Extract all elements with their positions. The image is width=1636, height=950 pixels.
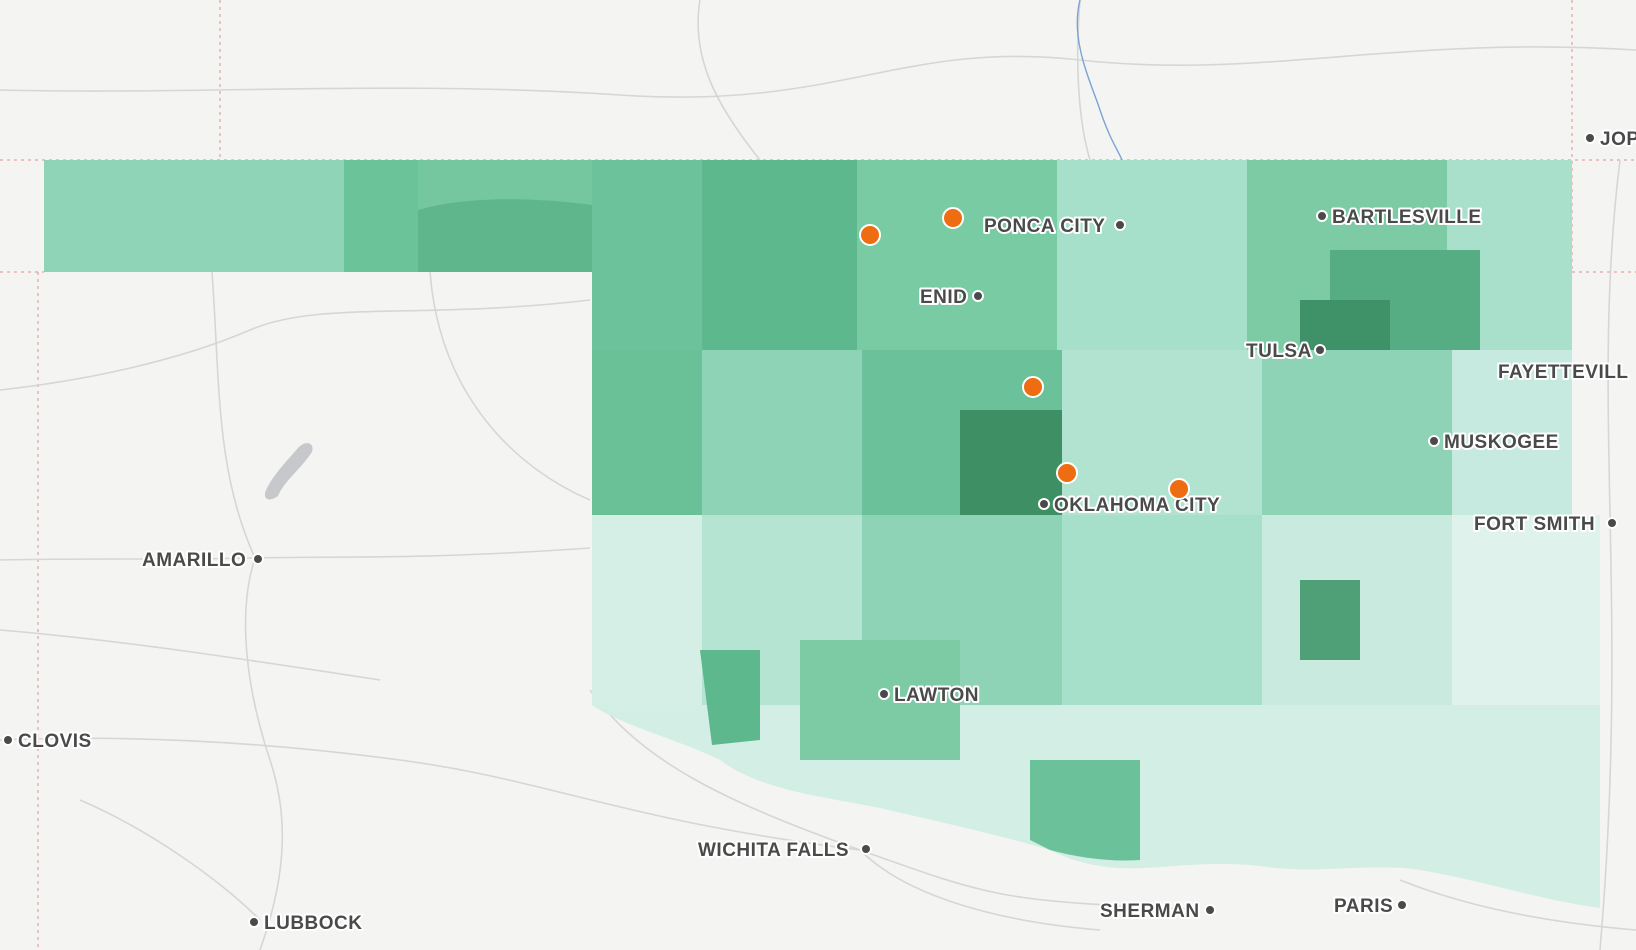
city-dot-clovis: [2, 734, 14, 746]
region-nw-3[interactable]: [857, 160, 1057, 350]
city-dot-muskogee: [1428, 435, 1440, 447]
city-label-paris: PARIS: [1334, 896, 1393, 917]
oklahoma-choropleth[interactable]: [44, 160, 1600, 908]
city-label-tulsa: TULSA: [1246, 341, 1312, 362]
city-labels: PONCA CITY BARTLESVILLE ENID TULSA FAYET…: [2, 127, 1636, 936]
map-marker[interactable]: [859, 224, 881, 246]
city-dot-lawton: [878, 688, 890, 700]
region-sw-dark[interactable]: [700, 650, 760, 745]
city-label-sherman: SHERMAN: [1100, 901, 1200, 922]
region-c-5[interactable]: [1452, 350, 1572, 515]
city-label-lubbock: LUBBOCK: [264, 913, 363, 934]
city-label-joplin: JOP: [1600, 129, 1636, 150]
region-c-4[interactable]: [1262, 350, 1452, 515]
region-c-1[interactable]: [702, 350, 862, 515]
region-lawton-area[interactable]: [800, 640, 960, 760]
map-marker[interactable]: [1022, 376, 1044, 398]
city-dot-sherman: [1204, 904, 1216, 916]
region-w-central[interactable]: [592, 350, 702, 515]
city-dot-enid: [972, 290, 984, 302]
city-label-muskogee: MUSKOGEE: [1444, 432, 1559, 453]
city-dot-amarillo: [252, 553, 264, 565]
city-label-lawton: LAWTON: [894, 685, 979, 706]
region-nw-1[interactable]: [592, 160, 702, 350]
city-dot-wichita-falls: [860, 843, 872, 855]
city-label-oklahoma-city: OKLAHOMA CITY: [1054, 495, 1220, 516]
city-label-fort-smith: FORT SMITH: [1474, 514, 1595, 535]
city-label-clovis: CLOVIS: [18, 731, 92, 752]
region-se-2[interactable]: [1452, 515, 1600, 705]
map-marker[interactable]: [1168, 478, 1190, 500]
region-se-dark[interactable]: [1300, 580, 1360, 660]
map-marker[interactable]: [1056, 462, 1078, 484]
city-dot-joplin: [1584, 132, 1596, 144]
region-panhandle-mid[interactable]: [344, 160, 418, 272]
map-marker[interactable]: [942, 207, 964, 229]
region-nw-2[interactable]: [702, 160, 857, 350]
region-panhandle-dark[interactable]: [418, 199, 592, 272]
city-label-wichita-falls: WICHITA FALLS: [698, 840, 849, 861]
city-label-enid: ENID: [920, 287, 967, 308]
lake: [264, 443, 313, 500]
region-ne-1[interactable]: [1057, 160, 1247, 350]
city-dot-bartlesville: [1316, 210, 1328, 222]
river: [1076, 0, 1123, 161]
city-dot-ponca-city: [1114, 219, 1126, 231]
city-dot-lubbock: [248, 916, 260, 928]
city-dot-tulsa: [1314, 344, 1326, 356]
city-label-ponca-city: PONCA CITY: [984, 216, 1105, 237]
city-dot-paris: [1396, 899, 1408, 911]
region-south-central[interactable]: [1030, 760, 1140, 861]
region-sw-1[interactable]: [592, 515, 702, 705]
city-label-fayetteville: FAYETTEVILL: [1498, 362, 1628, 383]
region-s-2[interactable]: [1062, 515, 1262, 705]
city-dot-oklahoma-city: [1038, 498, 1050, 510]
city-label-amarillo: AMARILLO: [142, 550, 246, 571]
site-markers[interactable]: [859, 207, 1190, 500]
city-label-bartlesville: BARTLESVILLE: [1332, 207, 1482, 228]
region-c-3[interactable]: [1062, 350, 1262, 515]
city-dot-fort-smith: [1606, 517, 1618, 529]
region-panhandle-west[interactable]: [44, 160, 344, 272]
